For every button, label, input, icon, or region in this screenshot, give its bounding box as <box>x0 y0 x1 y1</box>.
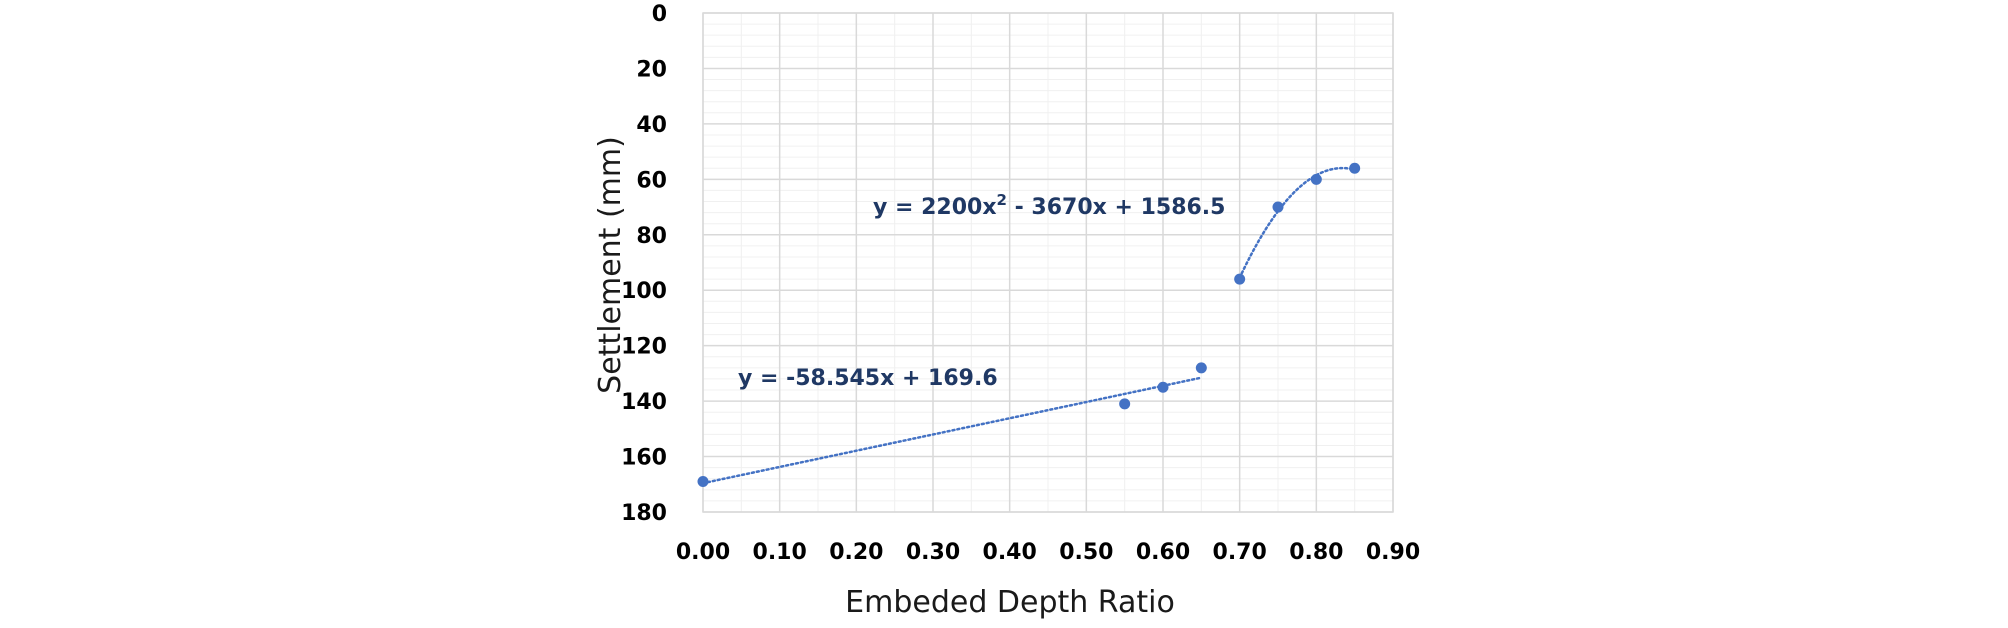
y-tick-label: 0 <box>652 2 667 27</box>
x-axis-title: Embeded Depth Ratio <box>845 585 1175 620</box>
data-point <box>1119 398 1131 410</box>
x-tick-label: 0.90 <box>1366 540 1420 565</box>
data-point <box>1234 273 1246 285</box>
x-tick-label: 0.10 <box>753 540 807 565</box>
linear-equation-part: y = -58.545x + 169.6 <box>738 366 998 391</box>
y-tick-label: 80 <box>636 224 667 249</box>
y-tick-label: 180 <box>621 501 667 526</box>
x-tick-labels: 0.00 0.10 0.20 0.30 0.40 0.50 0.60 0.70 0.80 0.90 <box>676 540 1420 565</box>
y-axis-title: Settlement (mm) <box>593 136 628 394</box>
y-tick-label: 60 <box>636 168 667 193</box>
data-point <box>1157 381 1169 393</box>
data-point <box>1310 173 1322 185</box>
data-point <box>1195 362 1207 374</box>
polynomial-equation-rest: - 3670x + 1586.5 <box>1007 195 1226 220</box>
grid <box>702 12 1394 513</box>
y-tick-label: 120 <box>621 335 667 360</box>
x-tick-label: 0.60 <box>1136 540 1190 565</box>
trendline-equations: y = 2200x2 - 3670x + 1586.5 y = -58.545x… <box>738 191 1225 391</box>
linear-trendline-equation: y = -58.545x + 169.6 <box>738 366 998 391</box>
plot-area-border <box>702 12 1394 513</box>
x-tick-label: 0.80 <box>1289 540 1343 565</box>
trendlines <box>701 166 1356 485</box>
polynomial-equation-exponent: 2 <box>997 191 1007 209</box>
x-tick-label: 0.30 <box>906 540 960 565</box>
y-tick-label: 20 <box>636 57 667 82</box>
polynomial-equation-part: y = 2200x <box>873 195 997 220</box>
y-tick-labels: 0 20 40 60 80 100 120 140 160 180 <box>621 2 667 526</box>
polynomial-trendline-equation: y = 2200x2 - 3670x + 1586.5 <box>873 191 1225 220</box>
y-tick-label: 140 <box>621 390 667 415</box>
data-point <box>1272 201 1284 213</box>
x-tick-label: 0.40 <box>983 540 1037 565</box>
x-tick-label: 0.20 <box>829 540 883 565</box>
data-point <box>697 476 709 488</box>
x-tick-label: 0.50 <box>1059 540 1113 565</box>
y-tick-label: 40 <box>636 113 667 138</box>
data-point <box>1349 162 1361 174</box>
x-tick-label: 0.70 <box>1213 540 1267 565</box>
x-tick-label: 0.00 <box>676 540 730 565</box>
y-tick-label: 160 <box>621 446 667 471</box>
polynomial-trendline <box>1238 166 1356 279</box>
y-tick-label: 100 <box>621 279 667 304</box>
data-points <box>697 162 1361 488</box>
linear-trendline <box>701 376 1203 485</box>
